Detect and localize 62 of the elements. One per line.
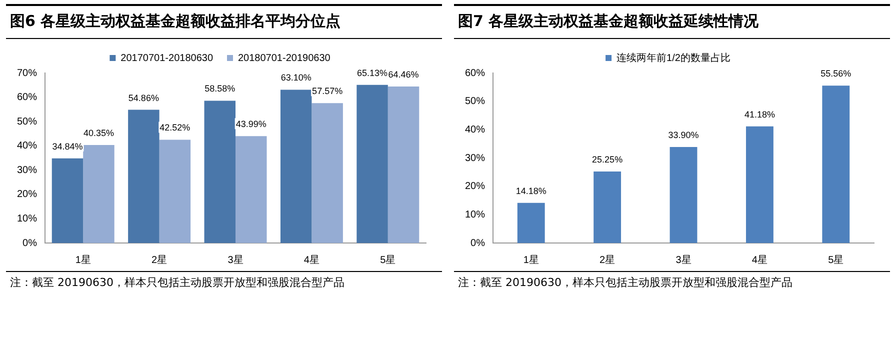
data-label: 42.52%	[160, 122, 190, 133]
x-tick-label: 1星	[75, 254, 91, 266]
y-tick-label: 30%	[17, 164, 38, 176]
bar	[746, 126, 774, 243]
y-tick-label: 50%	[465, 96, 486, 108]
chart-title: 图6 各星级主动权益基金超额收益排名平均分位点	[6, 4, 442, 39]
x-tick-label: 4星	[752, 254, 768, 266]
data-label: 14.18%	[516, 186, 546, 196]
bar	[594, 171, 622, 243]
data-label: 55.56%	[820, 68, 852, 79]
data-label: 63.10%	[280, 72, 312, 83]
y-tick-label: 30%	[465, 152, 486, 164]
bar	[312, 103, 343, 243]
y-tick-label: 20%	[17, 189, 38, 200]
bar	[204, 100, 236, 243]
x-tick-label: 2星	[600, 254, 616, 266]
y-tick-label: 70%	[17, 68, 38, 79]
chart-title: 图7 各星级主动权益基金超额收益延续性情况	[454, 4, 890, 39]
bar	[236, 136, 267, 243]
data-label: 57.57%	[312, 86, 343, 96]
y-tick-label: 10%	[465, 209, 486, 220]
x-tick-label: 1星	[523, 254, 539, 266]
data-label: 41.18%	[744, 109, 775, 120]
bar	[388, 86, 420, 243]
bar	[356, 84, 388, 243]
legend-label: 连续两年前1/2的数量占比	[616, 52, 730, 64]
data-label: 54.86%	[128, 92, 159, 103]
data-label: 33.90%	[668, 130, 699, 140]
bar	[822, 86, 850, 243]
x-tick-label: 3星	[676, 254, 692, 266]
data-label: 40.35%	[83, 128, 114, 138]
data-label: 25.25%	[592, 154, 623, 164]
y-tick-label: 60%	[465, 68, 486, 79]
bar	[128, 110, 160, 243]
x-tick-label: 5星	[828, 254, 844, 266]
bar	[280, 90, 312, 243]
x-tick-label: 3星	[228, 254, 244, 266]
y-tick-label: 20%	[465, 181, 486, 192]
data-label: 43.99%	[236, 119, 266, 130]
data-label: 34.84%	[52, 141, 83, 152]
data-label: 65.13%	[357, 68, 388, 78]
bar	[52, 158, 84, 243]
x-tick-label: 4星	[304, 254, 320, 266]
bar	[83, 145, 114, 243]
legend-label: 20170701-20180630	[120, 52, 214, 64]
text: 注：截至 20190630，样本只包括主动股票开放型和强股混合型产品	[454, 271, 890, 293]
data-label: 64.46%	[388, 69, 419, 80]
x-tick-label: 2星	[152, 254, 168, 266]
bar	[517, 202, 545, 243]
legend-label: 20180701-20190630	[238, 52, 331, 64]
y-tick-label: 60%	[17, 92, 38, 104]
y-tick-label: 40%	[465, 124, 486, 136]
x-tick-label: 5星	[380, 254, 396, 266]
y-tick-label: 10%	[17, 213, 38, 224]
y-tick-label: 0%	[470, 238, 486, 249]
y-tick-label: 50%	[17, 116, 38, 128]
bar	[159, 140, 191, 243]
bar	[670, 146, 698, 243]
data-label: 58.58%	[204, 84, 236, 94]
y-tick-label: 0%	[22, 238, 38, 249]
y-tick-label: 40%	[17, 140, 38, 152]
text: 注：截至 20190630，样本只包括主动股票开放型和强股混合型产品	[6, 271, 442, 293]
